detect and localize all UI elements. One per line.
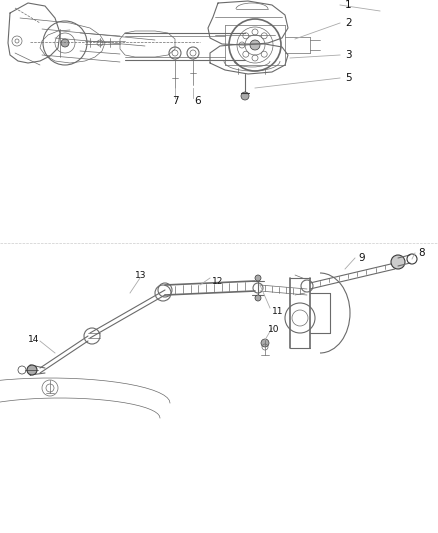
Ellipse shape <box>391 255 405 269</box>
Text: 5: 5 <box>345 73 352 83</box>
Ellipse shape <box>241 92 249 100</box>
Text: 14: 14 <box>28 335 39 344</box>
Text: 2: 2 <box>345 18 352 28</box>
Text: 9: 9 <box>358 253 364 263</box>
Text: 11: 11 <box>272 306 283 316</box>
Ellipse shape <box>250 40 260 50</box>
Ellipse shape <box>61 39 69 47</box>
Ellipse shape <box>255 275 261 281</box>
Text: 1: 1 <box>345 0 352 10</box>
Text: 3: 3 <box>345 50 352 60</box>
Text: 10: 10 <box>268 326 279 335</box>
Ellipse shape <box>261 339 269 347</box>
Text: 13: 13 <box>135 271 146 279</box>
Text: 7: 7 <box>172 96 178 106</box>
Ellipse shape <box>27 365 37 375</box>
Text: 12: 12 <box>212 277 223 286</box>
Ellipse shape <box>255 295 261 301</box>
Text: 8: 8 <box>418 248 424 258</box>
Text: 6: 6 <box>194 96 201 106</box>
